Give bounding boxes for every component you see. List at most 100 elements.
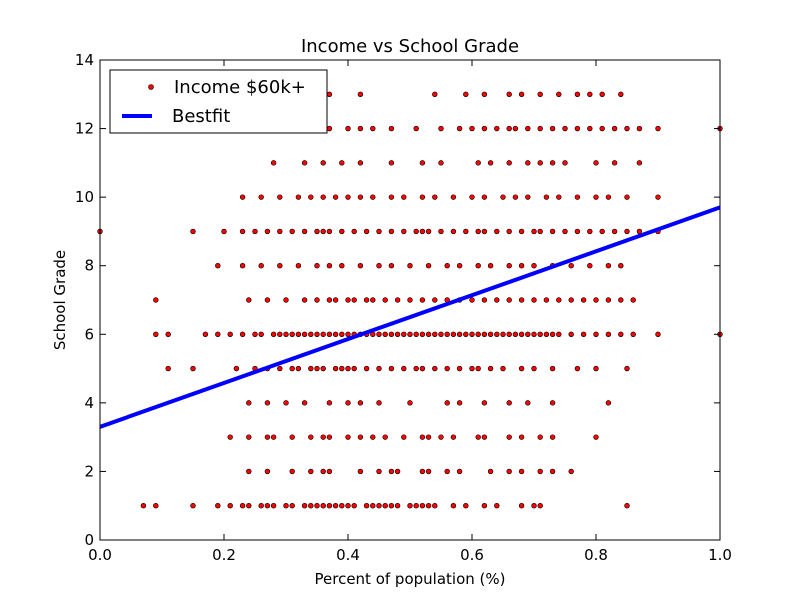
data-point: [314, 228, 320, 235]
data-point: [363, 228, 370, 235]
data-point: [239, 503, 246, 509]
data-point: [153, 297, 159, 303]
data-point: [190, 503, 196, 509]
data-point: [624, 125, 630, 132]
data-point: [593, 331, 599, 337]
data-point: [419, 194, 426, 200]
data-point: [246, 400, 252, 406]
data-point: [494, 228, 500, 235]
data-point: [401, 331, 407, 337]
legend: Income $60k+ Bestfit: [109, 69, 328, 134]
data-point: [500, 365, 506, 372]
data-point: [543, 297, 550, 303]
data-point: [450, 331, 457, 337]
data-point: [444, 468, 450, 475]
data-point: [611, 160, 618, 166]
data-point: [481, 194, 488, 200]
data-point: [506, 434, 512, 440]
data-point: [469, 365, 475, 372]
data-point: [382, 297, 388, 303]
data-point: [140, 503, 147, 509]
data-point: [190, 365, 196, 372]
data-point: [308, 468, 314, 475]
data-point: [549, 125, 556, 132]
data-point: [630, 297, 636, 303]
data-point: [363, 297, 370, 303]
data-point: [568, 297, 574, 303]
data-point: [407, 263, 413, 269]
data-point: [419, 365, 426, 372]
data-point: [469, 194, 475, 200]
data-point: [655, 194, 661, 200]
data-point: [444, 400, 450, 406]
data-point: [326, 297, 333, 303]
data-point: [655, 331, 661, 337]
data-point: [332, 331, 339, 337]
data-point: [500, 194, 506, 200]
data-point: [624, 228, 630, 235]
data-point: [537, 434, 543, 440]
data-point: [376, 400, 382, 406]
data-point: [444, 365, 450, 372]
data-point: [512, 125, 519, 132]
data-point: [562, 125, 568, 132]
data-point: [357, 160, 364, 166]
data-point: [432, 365, 438, 372]
data-point: [506, 228, 512, 235]
data-point: [301, 297, 308, 303]
data-point: [308, 365, 314, 372]
data-point: [326, 503, 333, 509]
data-point: [258, 194, 264, 200]
data-point: [153, 503, 159, 509]
data-point: [301, 160, 308, 166]
data-point: [301, 331, 308, 337]
data-point: [580, 331, 587, 337]
data-point: [432, 331, 438, 337]
data-point: [537, 91, 543, 97]
data-point: [438, 160, 444, 166]
data-point: [438, 228, 444, 235]
data-point: [611, 228, 618, 235]
data-point: [518, 263, 525, 269]
y-tick-label: 10: [75, 188, 94, 206]
data-point: [494, 503, 500, 509]
data-point: [494, 297, 500, 303]
data-point: [339, 263, 345, 269]
data-point: [587, 91, 593, 97]
legend-box: [109, 69, 328, 134]
data-point: [301, 228, 308, 235]
data-point: [351, 503, 357, 509]
data-point: [531, 297, 537, 303]
data-point: [357, 125, 364, 132]
bestfit-line: [100, 205, 720, 429]
x-tick-label: 0.4: [336, 546, 360, 564]
data-point: [636, 125, 643, 132]
data-point: [246, 503, 252, 509]
data-point: [388, 331, 395, 337]
data-point: [289, 365, 295, 372]
data-point: [326, 468, 333, 475]
data-point: [289, 503, 295, 509]
data-point: [556, 297, 562, 303]
data-point: [463, 503, 469, 509]
data-point: [326, 263, 333, 269]
data-point: [345, 331, 351, 337]
data-point: [444, 331, 450, 337]
ticks-layer: 0.0 0.2 0.4 0.6 0.8 1.0 0 2 4 6 8 10 12 14: [75, 51, 732, 564]
data-point: [376, 468, 382, 475]
data-point: [599, 91, 605, 97]
data-point: [518, 365, 525, 372]
data-point: [500, 331, 506, 337]
data-point: [624, 503, 630, 509]
data-point: [301, 400, 308, 406]
data-point: [308, 503, 314, 509]
data-point: [252, 331, 258, 337]
data-point: [345, 365, 351, 372]
data-point: [568, 263, 574, 269]
y-tick-label: 6: [84, 325, 94, 343]
data-point: [320, 468, 326, 475]
data-point: [419, 160, 426, 166]
data-point: [295, 194, 302, 200]
data-point: [401, 194, 407, 200]
